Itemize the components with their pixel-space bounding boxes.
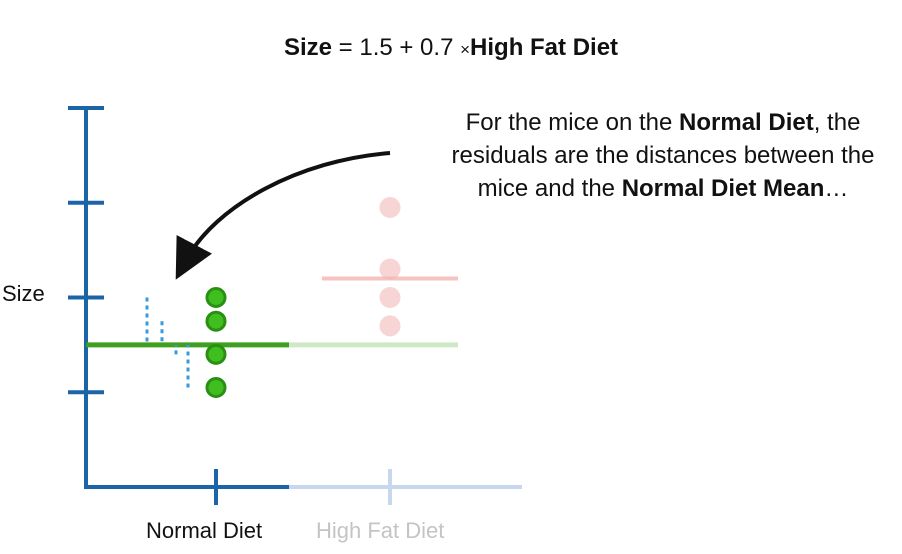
equation-lhs: Size: [283, 34, 332, 61]
normal-diet-point: [205, 287, 227, 308]
high-fat-diet-point: [379, 287, 401, 308]
x-tick-label-normal-diet: Normal Diet: [146, 518, 263, 543]
equation-times: ×: [460, 40, 471, 59]
annotation-bold: Normal Diet: [679, 109, 814, 136]
x-tick-label-high-fat-diet: High Fat Diet: [316, 518, 445, 543]
normal-diet-point: [205, 377, 227, 399]
annotation-text: mice and the: [477, 175, 622, 202]
equation-rhs: High Fat Diet: [470, 34, 619, 61]
high-fat-diet-point: [379, 196, 401, 218]
high-fat-diet-point: [379, 258, 401, 280]
annotation-text: , the: [813, 109, 861, 136]
annotation-text: For the mice on the: [465, 109, 680, 136]
annotation-arrow: [175, 151, 391, 280]
annotation-text: …: [824, 175, 849, 202]
model-equation: Size = 1.5 + 0.7 ×High Fat Diet: [0, 34, 902, 62]
normal-diet-point: [205, 343, 227, 365]
annotation-bold: Normal Diet Mean: [621, 175, 825, 202]
high-fat-diet-point: [379, 315, 401, 337]
residual-annotation: For the mice on the Normal Diet, the res…: [428, 106, 898, 205]
annotation-text: residuals are the distances between the: [451, 142, 875, 169]
normal-diet-point: [205, 310, 227, 332]
equation-coefficients: = 1.5 + 0.7: [338, 34, 454, 61]
y-axis-label: Size: [2, 281, 45, 306]
